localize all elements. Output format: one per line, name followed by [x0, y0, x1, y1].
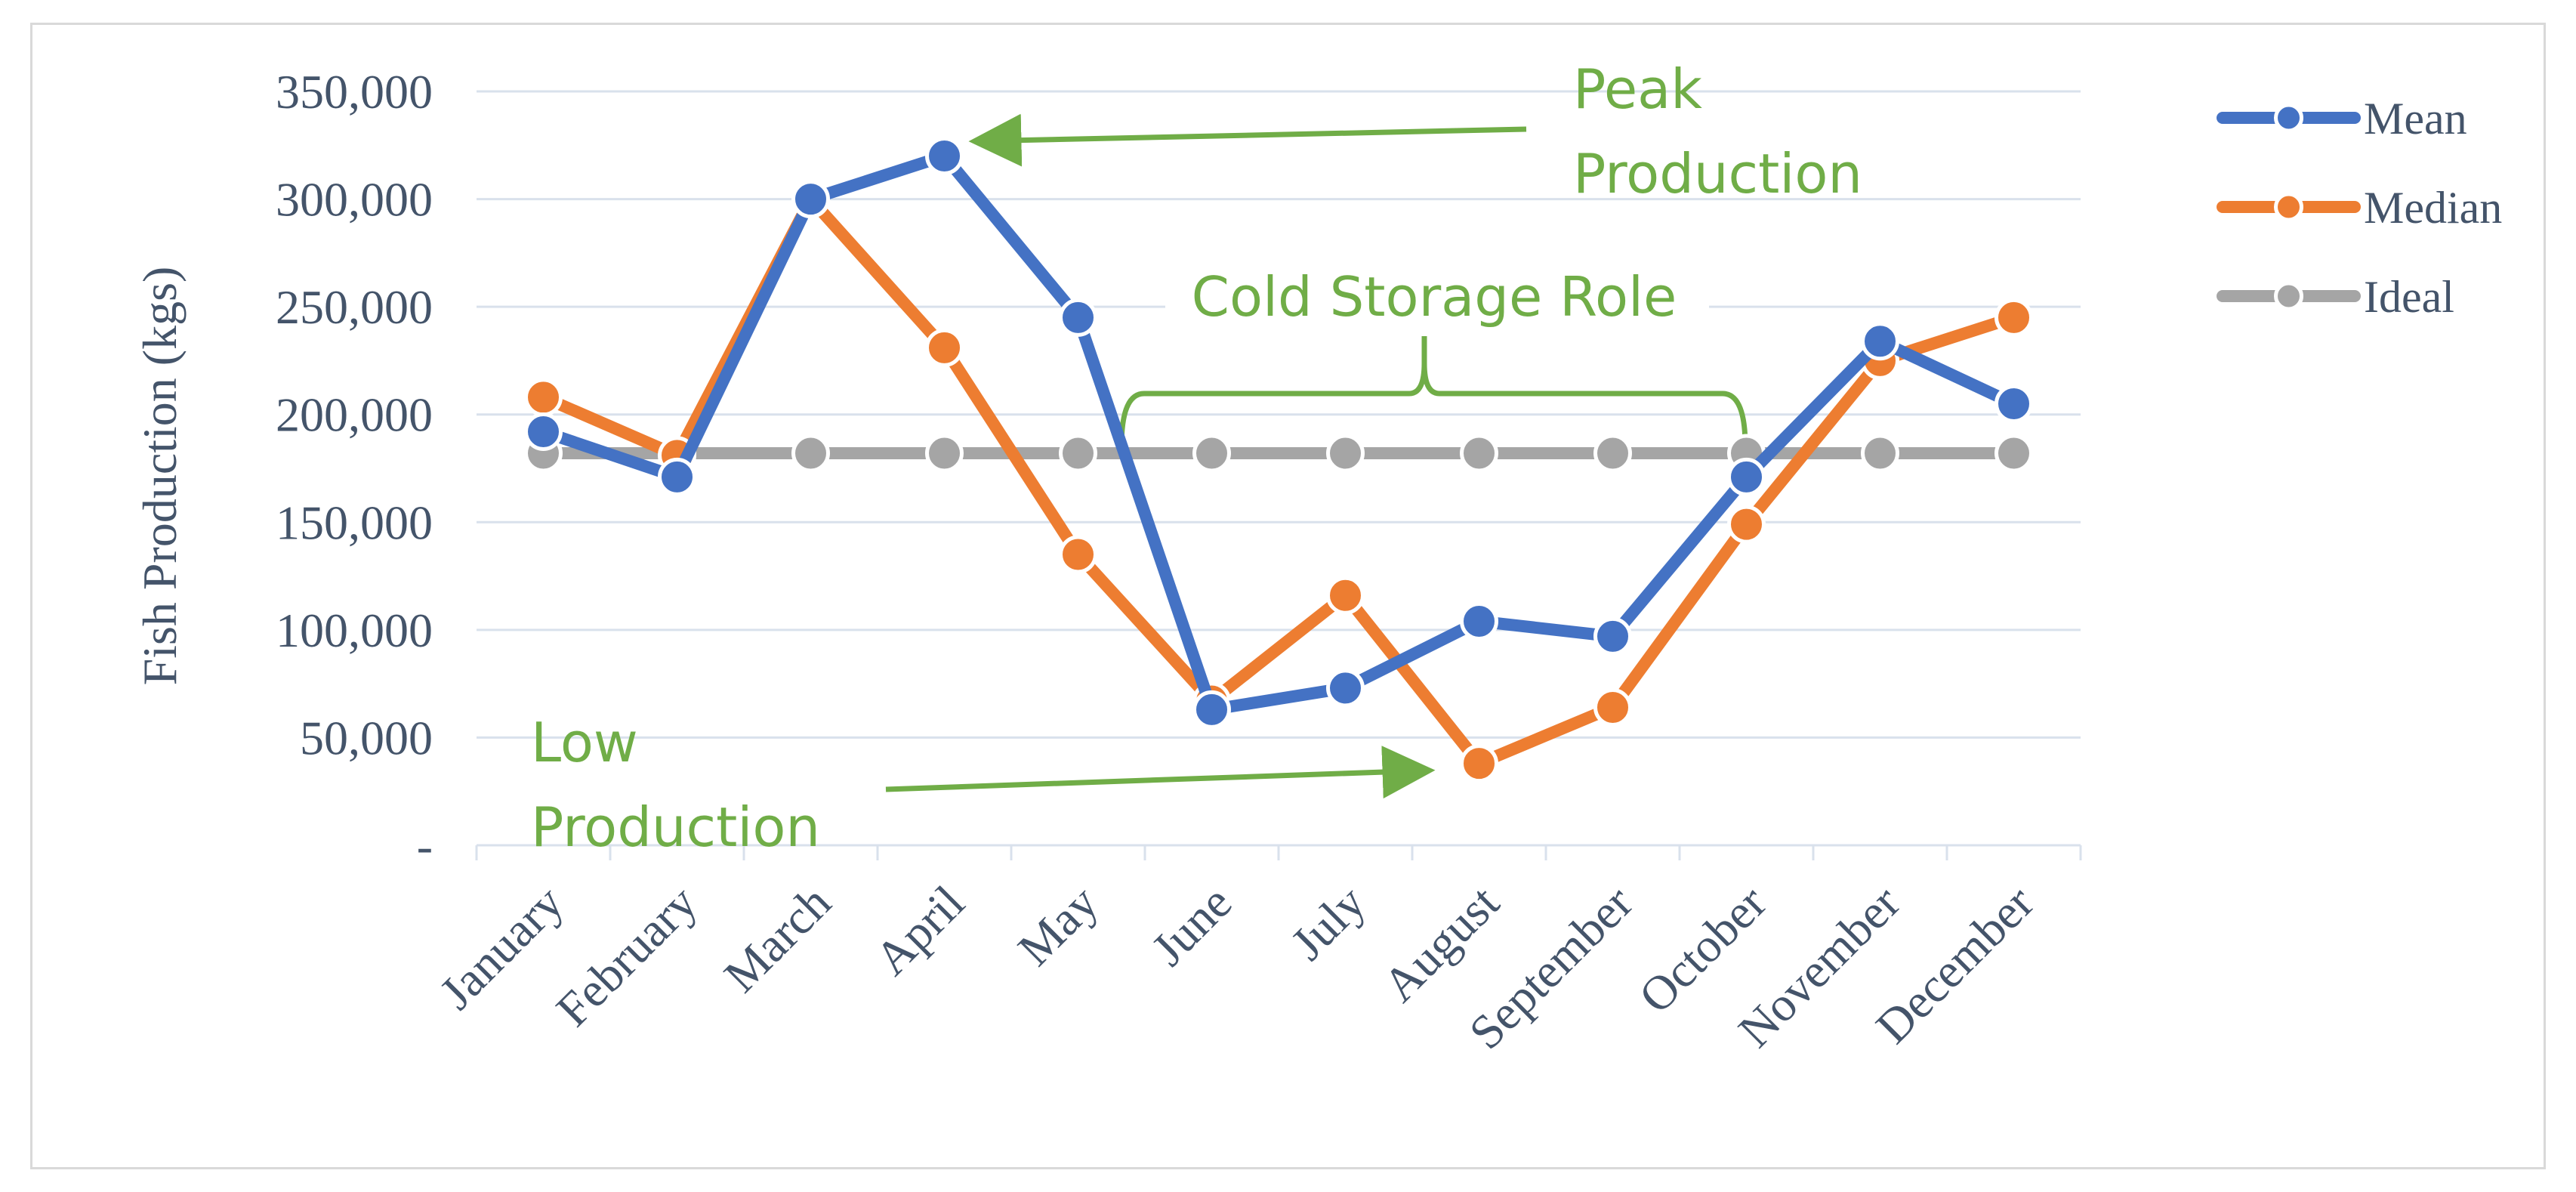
data-point-mean [524, 412, 563, 452]
data-point-ideal [1326, 434, 1365, 473]
data-point-median [1727, 505, 1766, 544]
data-point-ideal [1192, 434, 1231, 473]
annotation-text: Cold Storage Role [1192, 265, 1677, 329]
y-tick-label: 350,000 [276, 65, 433, 119]
data-point-mean [1994, 384, 2033, 423]
data-point-mean [1326, 669, 1365, 708]
data-point-mean [1727, 457, 1766, 496]
x-tick-label: March [714, 875, 841, 1002]
series-mean [524, 137, 2033, 729]
legend-swatch-marker [2274, 281, 2303, 311]
data-point-mean [791, 180, 830, 219]
legend-label: Ideal [2364, 272, 2454, 322]
x-tick-label: July [1281, 875, 1376, 971]
y-tick-label: 150,000 [276, 496, 433, 549]
x-tick-label: April [865, 875, 975, 986]
data-point-median [925, 328, 964, 367]
legend-swatch-marker [2274, 103, 2303, 133]
data-point-mean [1059, 298, 1097, 337]
y-tick-label: 200,000 [276, 388, 433, 442]
data-point-mean [1460, 601, 1498, 641]
data-point-ideal [791, 434, 830, 473]
data-point-mean [1192, 690, 1231, 729]
data-point-ideal [1861, 434, 1899, 473]
annotation-text: Production [531, 795, 820, 859]
data-point-median [1059, 535, 1097, 574]
data-point-mean [658, 457, 696, 496]
x-tick-label: June [1141, 875, 1242, 976]
chart-frame: - 50,000 100,000 150,000 200,000 250,000 300,0… [30, 23, 2546, 1169]
data-point-median [1593, 688, 1632, 727]
y-tick-label: - [417, 819, 433, 872]
x-tick-label: May [1007, 875, 1108, 976]
data-point-ideal [1593, 434, 1632, 473]
data-point-ideal [1994, 434, 2033, 473]
annotation-text: Peak [1573, 57, 1702, 121]
x-tick-label: February [546, 875, 708, 1037]
annotation-arrow [968, 113, 1527, 167]
data-point-median [1326, 576, 1365, 615]
legend-entry-mean: Mean [2217, 94, 2467, 144]
data-point-ideal [1460, 434, 1498, 473]
data-point-median [1994, 298, 2033, 337]
data-point-mean [1593, 616, 1632, 656]
line-chart: - 50,000 100,000 150,000 200,000 250,000 300,0… [133, 57, 2502, 1059]
annotation-text: Production [1573, 142, 1862, 205]
y-axis-title: Fish Production (kgs) [133, 267, 187, 686]
legend-label: Mean [2364, 94, 2467, 144]
y-tick-label: 50,000 [300, 711, 433, 764]
legend-label: Median [2364, 183, 2502, 233]
y-tick-label: 100,000 [276, 604, 433, 657]
data-point-mean [1861, 322, 1899, 361]
annotation-low: Low Production [531, 711, 1436, 859]
data-point-ideal [1059, 434, 1097, 473]
annotation-peak: Peak Production [968, 57, 1862, 205]
data-point-ideal [925, 434, 964, 473]
annotation-label-bg [1165, 252, 1709, 331]
data-point-median [524, 378, 563, 417]
annotation-brace [1118, 336, 1748, 447]
series-line-mean [537, 150, 2020, 716]
y-tick-label: 250,000 [276, 280, 433, 334]
data-point-mean [925, 137, 964, 176]
legend-entry-median: Median [2217, 183, 2502, 233]
legend-entry-ideal: Ideal [2217, 272, 2454, 322]
y-tick-label: 300,000 [276, 173, 433, 227]
legend-swatch-marker [2274, 192, 2303, 222]
annotation-text: Low [531, 711, 638, 774]
data-point-median [1460, 744, 1498, 783]
annotation-cold-storage: Cold Storage Role [1118, 252, 1748, 447]
annotation-arrow [885, 746, 1436, 799]
